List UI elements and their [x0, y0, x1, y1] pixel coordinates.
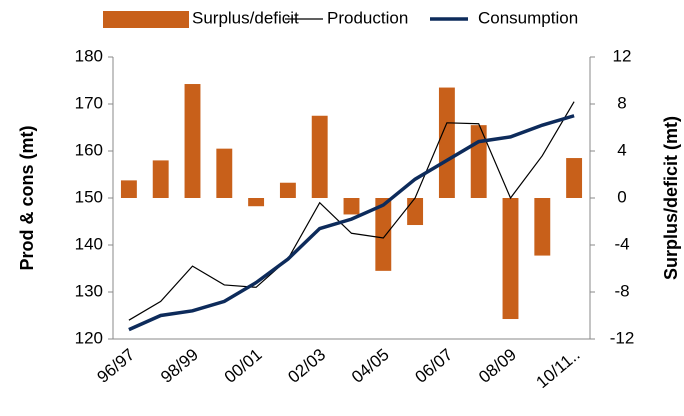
y2-tick-label: -12 — [610, 328, 635, 347]
bar — [216, 148, 233, 198]
x-tick-label: 04/05 — [348, 345, 393, 387]
y2-axis-title: Surplus/deficit (mt) — [661, 116, 681, 280]
line — [128, 114, 575, 332]
legend-label: Surplus/deficit — [192, 8, 299, 27]
x-tick-label: 98/99 — [157, 345, 202, 387]
x-tick-label: 06/07 — [412, 345, 457, 387]
y2-tick-label: -4 — [614, 234, 629, 253]
bar — [248, 198, 265, 207]
bar — [152, 160, 169, 198]
y2-tick-label: 4 — [617, 140, 626, 159]
bar — [120, 180, 137, 198]
legend-label: Consumption — [478, 8, 578, 27]
x-tick-label: 00/01 — [221, 345, 266, 387]
y-tick-label: 180 — [75, 46, 103, 65]
bar — [343, 198, 360, 215]
y2-tick-label: 0 — [617, 187, 626, 206]
y2-tick-label: -8 — [614, 281, 629, 300]
bar — [407, 198, 424, 226]
y-axis-title: Prod & cons (mt) — [17, 125, 37, 270]
y-tick-label: 160 — [75, 140, 103, 159]
y-tick-label: 150 — [75, 187, 103, 206]
bar — [375, 198, 392, 271]
y-tick-label: 170 — [75, 93, 103, 112]
bar — [311, 115, 328, 198]
legend-label: Production — [327, 8, 408, 27]
y-tick-label: 120 — [75, 328, 103, 347]
x-tick-label: 96/97 — [94, 345, 139, 387]
y-tick-label: 140 — [75, 234, 103, 253]
bar — [534, 198, 551, 256]
x-tick-label: 02/03 — [284, 345, 329, 387]
y2-tick-label: 8 — [617, 93, 626, 112]
y2-tick-label: 12 — [613, 46, 632, 65]
bar — [184, 84, 201, 198]
bar — [502, 198, 519, 320]
x-tick-label: 10/11.. — [532, 345, 583, 392]
legend-swatch — [103, 11, 189, 28]
x-tick-label: 08/09 — [475, 345, 520, 387]
bar — [279, 182, 296, 198]
bar — [438, 87, 455, 198]
bar — [566, 158, 583, 198]
y-tick-label: 130 — [75, 281, 103, 300]
line — [128, 101, 575, 321]
